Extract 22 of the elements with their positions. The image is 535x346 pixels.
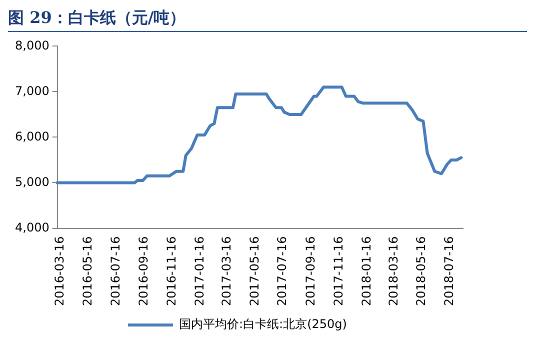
- y-tick-label: 7,000: [14, 84, 50, 98]
- x-tick-label: 2018-07-16: [442, 236, 456, 306]
- x-tick-label: 2018-05-16: [414, 236, 428, 306]
- x-tick-label: 2017-07-16: [275, 236, 290, 306]
- chart-title: 图 29：白卡纸（元/吨）: [8, 8, 186, 27]
- y-tick-label: 4,000: [14, 220, 50, 234]
- x-tick-label: 2016-09-16: [136, 236, 151, 306]
- x-tick-label: 2018-01-16: [359, 236, 374, 306]
- x-tick-label: 2016-03-16: [52, 236, 66, 306]
- x-tick-label: 2017-05-16: [247, 236, 262, 306]
- x-tick-label: 2017-09-16: [304, 236, 318, 306]
- x-tick-label: 2017-03-16: [219, 236, 234, 306]
- x-tick-label: 2017-11-16: [331, 236, 346, 306]
- x-tick-label: 2016-07-16: [108, 236, 122, 306]
- legend-label: 国内平均价:白卡纸:北京(250g): [179, 317, 347, 332]
- x-tick-label: 2017-01-16: [192, 236, 206, 306]
- x-tick-label: 2016-05-16: [80, 236, 94, 306]
- x-tick-label: 2018-03-16: [386, 236, 400, 306]
- y-tick-label: 5,000: [14, 174, 50, 189]
- y-tick-label: 6,000: [14, 129, 50, 144]
- y-tick-label: 8,000: [14, 38, 50, 52]
- x-tick-label: 2016-11-16: [164, 236, 179, 306]
